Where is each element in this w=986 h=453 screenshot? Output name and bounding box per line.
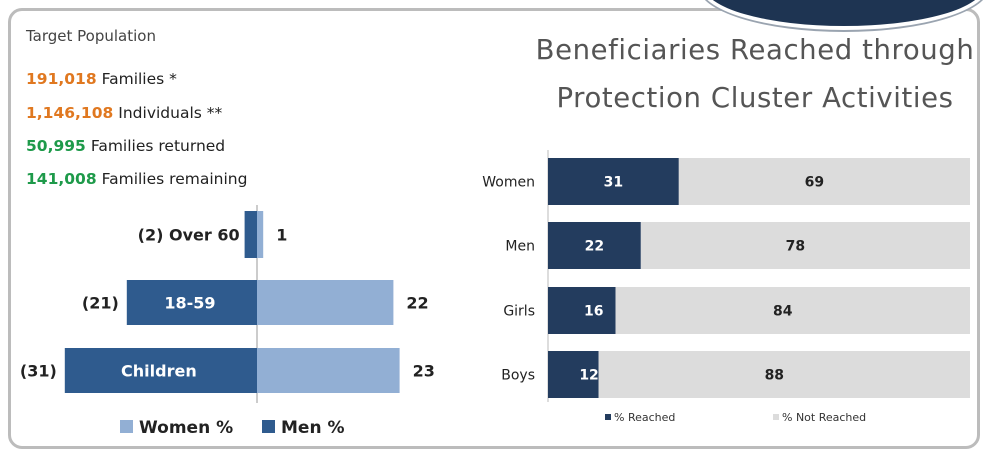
bar-men-2 xyxy=(64,348,257,393)
bar-men-0 xyxy=(244,211,257,258)
reached-value-label-3: 12 xyxy=(579,368,598,384)
bar-not-reached-1 xyxy=(640,222,970,269)
reached-value-label-0: 31 xyxy=(604,175,623,191)
category-label-0: (2) Over 60 xyxy=(138,226,240,245)
category-label-men: Men xyxy=(505,239,535,255)
stat-individuals: 1,146,108 Individuals ** xyxy=(26,104,222,122)
stat-label: Families returned xyxy=(90,137,226,155)
main-title-line-1: Beneficiaries Reached through xyxy=(535,34,975,66)
not-reached-value-label-2: 84 xyxy=(773,304,793,320)
bar-not-reached-2 xyxy=(615,287,970,334)
stat-number: 191,018 xyxy=(26,70,97,88)
bar-reached-3 xyxy=(548,351,599,398)
legend-swatch-not-reached xyxy=(773,414,779,420)
women-value-label-1: 22 xyxy=(406,294,428,313)
stat-number: 1,146,108 xyxy=(26,104,114,122)
bar-reached-2 xyxy=(548,287,616,334)
not-reached-value-label-0: 69 xyxy=(805,175,824,191)
stat-label: Families * xyxy=(101,70,177,88)
legend-women: Women % xyxy=(120,418,233,438)
stat-families: 191,018 Families * xyxy=(26,70,177,88)
stat-number: 141,008 xyxy=(26,170,97,188)
women-value-label-0: 1 xyxy=(276,226,287,245)
stat-families-remaining: 141,008 Families remaining xyxy=(26,170,247,188)
legend-label-men: Men % xyxy=(281,418,345,438)
bar-women-1 xyxy=(257,280,394,325)
stat-label: Families remaining xyxy=(101,170,248,188)
reached-value-label-2: 16 xyxy=(584,304,603,320)
stat-families-returned: 50,995 Families returned xyxy=(26,137,225,155)
legend-swatch-women xyxy=(120,420,133,433)
bar-women-0 xyxy=(257,211,264,258)
legend-swatch-men xyxy=(262,420,275,433)
legend-reached: % Reached xyxy=(605,411,675,424)
bar-men-1 xyxy=(126,280,257,325)
not-reached-value-label-1: 78 xyxy=(786,239,805,255)
stat-label: Individuals ** xyxy=(118,104,223,122)
legend-not-reached: % Not Reached xyxy=(773,411,866,424)
bar-not-reached-3 xyxy=(598,351,970,398)
men-value-label-1: (21) xyxy=(82,294,119,313)
category-label-girls: Girls xyxy=(503,304,535,320)
legend-swatch-reached xyxy=(605,414,611,420)
legend-men: Men % xyxy=(262,418,345,438)
category-label-women: Women xyxy=(482,175,535,191)
legend-label-reached: % Reached xyxy=(614,411,676,424)
women-value-label-2: 23 xyxy=(413,362,435,381)
bar-reached-1 xyxy=(548,222,641,269)
category-label-2: Children xyxy=(121,362,197,381)
bar-women-2 xyxy=(257,348,400,393)
men-value-label-2: (31) xyxy=(20,362,57,381)
category-label-boys: Boys xyxy=(501,368,535,384)
legend-label-women: Women % xyxy=(139,418,234,438)
main-title: Beneficiaries Reached through Protection… xyxy=(520,26,986,122)
reached-value-label-1: 22 xyxy=(585,239,604,255)
category-label-1: 18-59 xyxy=(164,294,215,313)
main-title-line-2: Protection Cluster Activities xyxy=(556,82,954,114)
legend-label-not-reached: % Not Reached xyxy=(782,411,867,424)
bar-not-reached-0 xyxy=(678,158,970,205)
not-reached-value-label-3: 88 xyxy=(765,368,784,384)
stat-number: 50,995 xyxy=(26,137,86,155)
bar-reached-0 xyxy=(548,158,679,205)
target-population-title: Target Population xyxy=(26,27,156,45)
